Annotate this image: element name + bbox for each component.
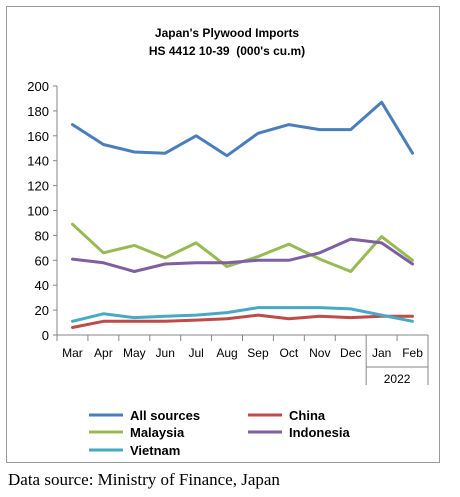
x-tick-label: Jun <box>156 346 175 360</box>
x-tick-label: Apr <box>94 346 113 360</box>
y-tick-label: 120 <box>27 179 49 194</box>
y-tick-label: 180 <box>27 104 49 119</box>
series-line-all-sources <box>71 100 414 158</box>
x-tick-label: Jan <box>372 346 391 360</box>
x-tick-label: Aug <box>216 346 237 360</box>
chart-title: Japan's Plywood Imports <box>155 26 300 40</box>
legend-label-china: China <box>289 408 326 423</box>
series-line-indonesia <box>71 237 414 273</box>
chart-subtitle: HS 4412 10-39 (000's cu.m) <box>149 44 305 58</box>
year-label: 2022 <box>384 372 411 386</box>
y-tick-label: 160 <box>27 129 49 144</box>
legend-label-indonesia: Indonesia <box>289 425 350 440</box>
x-tick-label: May <box>123 346 146 360</box>
series-line-vietnam <box>71 306 414 323</box>
y-tick-label: 140 <box>27 154 49 169</box>
legend-label-all-sources: All sources <box>130 408 200 423</box>
legend-label-malaysia: Malaysia <box>130 425 185 440</box>
y-tick-label: 80 <box>35 228 49 243</box>
y-tick-label: 20 <box>35 303 49 318</box>
plot-area: 0 20 40 60 80 100 120 140 160 180 200 Mar Apr May Jun J… <box>27 79 429 386</box>
x-tick-label: Dec <box>340 346 361 360</box>
y-tick-label: 40 <box>35 278 49 293</box>
series-line-china <box>71 313 414 329</box>
y-tick-label: 0 <box>42 328 49 343</box>
legend-label-vietnam: Vietnam <box>130 443 180 458</box>
y-tick-label: 200 <box>27 79 49 94</box>
x-tick-label: Nov <box>309 346 330 360</box>
line-chart: Japan's Plywood Imports HS 4412 10-39 (0… <box>27 26 429 458</box>
series-line-malaysia <box>71 222 414 273</box>
chart-frame: Japan's Plywood Imports HS 4412 10-39 (0… <box>6 6 440 463</box>
x-tick-label: Mar <box>62 346 83 360</box>
data-source-note: Data source: Ministry of Finance, Japan <box>8 470 280 489</box>
y-tick-label: 60 <box>35 253 49 268</box>
x-tick-label: Jul <box>188 346 203 360</box>
y-tick-label: 100 <box>27 204 49 219</box>
x-tick-label: Oct <box>280 346 299 360</box>
x-tick-label: Sep <box>247 346 269 360</box>
x-tick-label: Feb <box>402 346 423 360</box>
legend: All sources China Malaysia Indonesia Vietnam <box>89 408 350 458</box>
